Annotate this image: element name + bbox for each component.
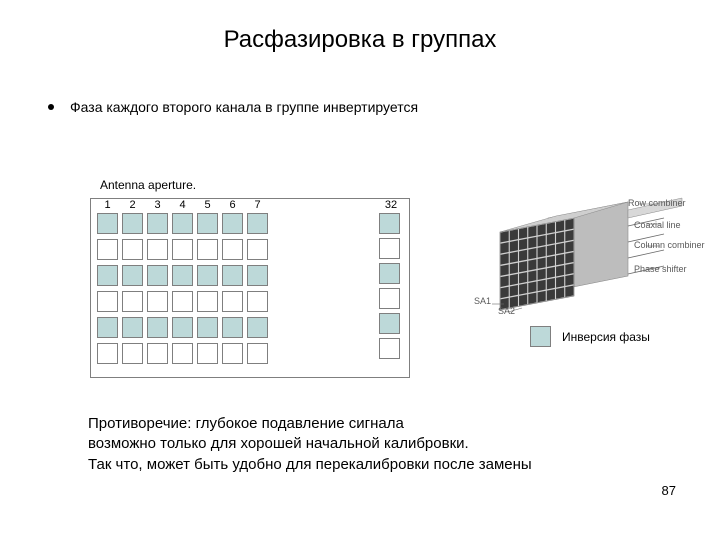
col-label: 5: [197, 199, 218, 211]
aperture-cell: [172, 343, 193, 364]
aperture-cell: [247, 291, 268, 312]
slide-title: Расфазировка в группах: [0, 26, 720, 54]
iso-label-coaxial-line: Coaxial line: [634, 220, 681, 230]
bullet-dot-icon: [48, 104, 54, 110]
aperture-cell: [222, 291, 243, 312]
aperture-label: Antenna aperture.: [100, 178, 196, 192]
col-label: 6: [222, 199, 243, 211]
aperture-cell: [97, 213, 118, 234]
aperture-cell: [122, 291, 143, 312]
aperture-cell: [222, 317, 243, 338]
aperture-cell: [247, 213, 268, 234]
aperture-cell: [97, 343, 118, 364]
col-label: 2: [122, 199, 143, 211]
aperture-cell: [97, 265, 118, 286]
aperture-cell: [122, 265, 143, 286]
aperture-cell: [247, 265, 268, 286]
aperture-cell: [97, 239, 118, 260]
aperture-cell: [222, 343, 243, 364]
aperture-cell: [122, 213, 143, 234]
aperture-grid: [97, 213, 268, 369]
aperture-cell: [379, 213, 400, 234]
aperture-cell: [147, 317, 168, 338]
aperture-cell: [197, 265, 218, 286]
aperture-cell: [379, 338, 400, 359]
aperture-cell: [379, 238, 400, 259]
aperture-cell: [379, 263, 400, 284]
bottom-line-3: Так что, может быть удобно для перекалиб…: [88, 455, 532, 475]
bottom-line-1: Противоречие: глубокое подавление сигнал…: [88, 414, 532, 434]
aperture-cell: [97, 317, 118, 338]
aperture-cell: [147, 239, 168, 260]
aperture-cell: [222, 239, 243, 260]
aperture-cell: [379, 288, 400, 309]
aperture-cell: [247, 343, 268, 364]
aperture-cell: [197, 239, 218, 260]
legend-swatch: [530, 326, 551, 347]
aperture-cell: [172, 213, 193, 234]
aperture-cell: [379, 313, 400, 334]
aperture-cell: [197, 343, 218, 364]
aperture-cell: [247, 317, 268, 338]
aperture-cell: [197, 317, 218, 338]
iso-label-column-combiner: Column combiner: [634, 240, 705, 250]
iso-label-phase-shifter: Phase shifter: [634, 264, 687, 274]
far-col-label: 32: [379, 199, 403, 211]
iso-label-row-combiner: Row combiner: [628, 198, 686, 208]
aperture-cell: [147, 291, 168, 312]
aperture-cell: [147, 213, 168, 234]
aperture-cell: [122, 343, 143, 364]
col-label: 7: [247, 199, 268, 211]
aperture-cell: [147, 343, 168, 364]
page-number: 87: [662, 483, 676, 498]
aperture-cell: [147, 265, 168, 286]
legend-text: Инверсия фазы: [562, 330, 650, 344]
bullet-text: Фаза каждого второго канала в группе инв…: [70, 98, 418, 116]
bullet-item: Фаза каждого второго канала в группе инв…: [48, 98, 418, 116]
antenna-3d-diagram: Row combiner Coaxial line Column combine…: [478, 196, 688, 314]
aperture-cell: [247, 239, 268, 260]
aperture-cell: [222, 213, 243, 234]
aperture-box: 1234567 32: [90, 198, 410, 378]
aperture-cell: [197, 291, 218, 312]
iso-label-sa2: SA2: [498, 306, 515, 316]
aperture-cell: [122, 317, 143, 338]
col-label: 3: [147, 199, 168, 211]
bottom-paragraph: Противоречие: глубокое подавление сигнал…: [88, 414, 532, 475]
aperture-cell: [97, 291, 118, 312]
aperture-cell: [172, 239, 193, 260]
bottom-line-2: возможно только для хорошей начальной ка…: [88, 434, 532, 454]
aperture-far-column: [379, 213, 400, 363]
col-label: 1: [97, 199, 118, 211]
aperture-cell: [172, 317, 193, 338]
col-label: 4: [172, 199, 193, 211]
aperture-cell: [122, 239, 143, 260]
aperture-cell: [172, 291, 193, 312]
aperture-cell: [172, 265, 193, 286]
iso-label-sa1: SA1: [474, 296, 491, 306]
aperture-cell: [222, 265, 243, 286]
aperture-cell: [197, 213, 218, 234]
